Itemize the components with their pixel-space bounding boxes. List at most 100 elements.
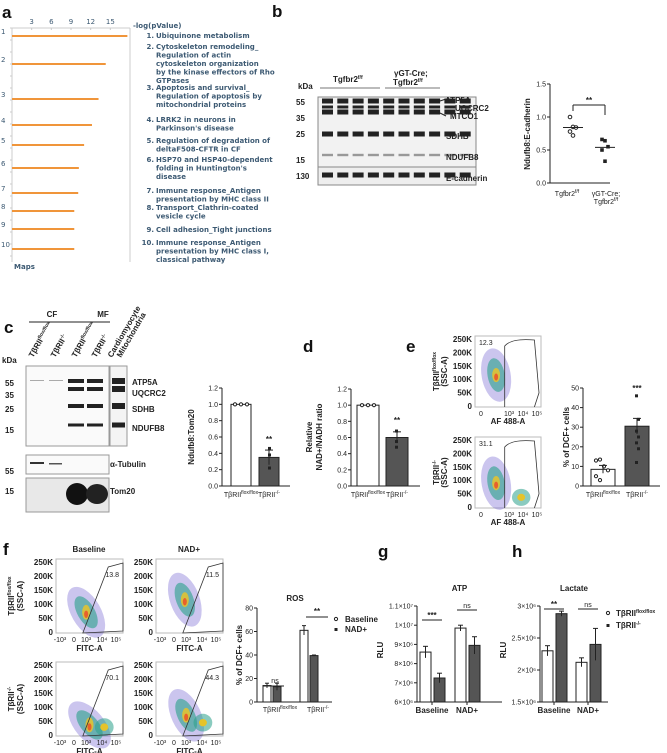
label: 10³ — [504, 411, 515, 418]
label: E-cadherin — [446, 174, 487, 183]
label: Baseline — [416, 706, 449, 715]
label: Cell adhesion_Tight junctions — [156, 226, 272, 234]
label: FITC-A — [76, 644, 102, 653]
label: Maps — [14, 263, 35, 271]
row-label: TβRIIflox/flox — [432, 352, 441, 391]
label: 7×10⁶ — [394, 680, 413, 687]
row-label: TβRIIflox/flox — [7, 576, 16, 615]
label: 60 — [245, 629, 253, 636]
label: 1. — [146, 32, 154, 40]
label: 200K — [453, 348, 472, 357]
label: 1.0 — [536, 115, 546, 122]
label: 13.8 — [105, 572, 119, 579]
label: Apoptosis and survival_ — [156, 84, 250, 92]
label: 10³ — [81, 740, 92, 747]
label: 10⁴ — [518, 512, 529, 519]
label: Immune response_Antigen — [156, 239, 261, 247]
label: 3×10⁶ — [517, 604, 536, 611]
label: 15 — [5, 426, 14, 435]
label: NDUFB8 — [132, 424, 165, 433]
label: -10³ — [54, 740, 67, 747]
label: 50K — [457, 490, 472, 499]
label: Baseline — [345, 615, 378, 624]
label: 50K — [38, 614, 53, 623]
label: FITC-A — [76, 747, 102, 753]
label: 0 — [49, 731, 54, 740]
label: 0.8 — [337, 419, 347, 426]
label: -log(pValue) — [133, 22, 181, 30]
label: 1.1×10⁷ — [389, 604, 414, 611]
label: folding in Huntington's — [156, 165, 247, 173]
label: NAD+ — [345, 625, 367, 634]
label: 200K — [34, 572, 53, 581]
label: 0 — [49, 628, 54, 637]
label: Cytoskeleton remodeling_ — [156, 43, 259, 51]
label: 1×10⁷ — [395, 623, 414, 630]
label: 30 — [571, 425, 579, 432]
label: 0.0 — [208, 484, 218, 491]
label: 1.0 — [337, 403, 347, 410]
label: -10³ — [54, 637, 67, 644]
label: Tgfbr2f/f — [393, 78, 423, 87]
label: UQCRC2 — [455, 104, 489, 113]
label: 10. — [142, 239, 154, 247]
label: 35 — [296, 114, 305, 123]
label: 130 — [296, 172, 310, 181]
label: 12 — [86, 18, 95, 26]
label: 9 — [1, 221, 5, 229]
label: 0 — [172, 637, 176, 644]
label: 0.0 — [337, 484, 347, 491]
label: 0 — [149, 628, 154, 637]
label: 0 — [249, 700, 253, 707]
row-label: TβRII-/- — [7, 686, 16, 711]
axis-label: Ndufb8:E-cadherin — [523, 98, 532, 170]
label: 100K — [453, 476, 472, 485]
label: SDHB — [446, 132, 469, 141]
label: 0 — [72, 637, 76, 644]
label: 9 — [69, 18, 73, 26]
label: 10⁵ — [111, 740, 122, 747]
label: c — [4, 318, 13, 337]
label: 2. — [146, 43, 154, 51]
label: 6×10⁶ — [394, 700, 413, 707]
label: ** — [314, 607, 321, 616]
axis-label: RLU — [499, 642, 508, 659]
label: 15 — [106, 18, 115, 26]
label: 6. — [146, 156, 154, 164]
label: 2.5×10⁶ — [512, 636, 537, 643]
panel-d: d 0.0 0.2 0.4 0.6 0.8 1.0 1.2 Relative NAD+/NADH … — [303, 337, 420, 499]
panel-g: g ATP 6×10⁶ 7×10⁶ 8×10⁶ 9×10⁶ 1×10⁷ 1.1×10⁷ RLU B… — [376, 542, 502, 715]
label: 250K — [134, 558, 153, 567]
label: 150K — [34, 586, 53, 595]
label: 150K — [134, 689, 153, 698]
label: mitochondrial proteins — [156, 101, 246, 109]
label: 10 — [1, 241, 10, 249]
label: TβRIIflox/flox — [224, 490, 259, 499]
label: 25 — [5, 405, 14, 414]
label: 10⁴ — [97, 740, 108, 747]
label: 20 — [245, 676, 253, 683]
label: Tom20 — [110, 487, 136, 496]
label: 7 — [1, 185, 5, 193]
label: 100K — [134, 600, 153, 609]
label: 0.0 — [536, 181, 546, 188]
label: 10⁵ — [211, 740, 222, 747]
label: g — [378, 542, 388, 561]
label: f — [3, 540, 9, 559]
label: 0 — [575, 484, 579, 491]
row-label: TβRII-/- — [432, 460, 441, 485]
label: 10³ — [181, 637, 192, 644]
label: 250K — [453, 335, 472, 344]
lane-label: TβRII-/- — [49, 333, 69, 359]
label: UQCRC2 — [132, 389, 166, 398]
label: 10⁴ — [97, 637, 108, 644]
label: Ubiquinone metabolism — [156, 32, 250, 40]
label: 1.5 — [536, 82, 546, 89]
label: 80 — [245, 606, 253, 613]
axis-label: Relative — [305, 421, 314, 452]
label: 0 — [468, 402, 473, 411]
label: HSP70 and HSP40-dependent — [156, 156, 273, 164]
label: 250K — [134, 661, 153, 670]
